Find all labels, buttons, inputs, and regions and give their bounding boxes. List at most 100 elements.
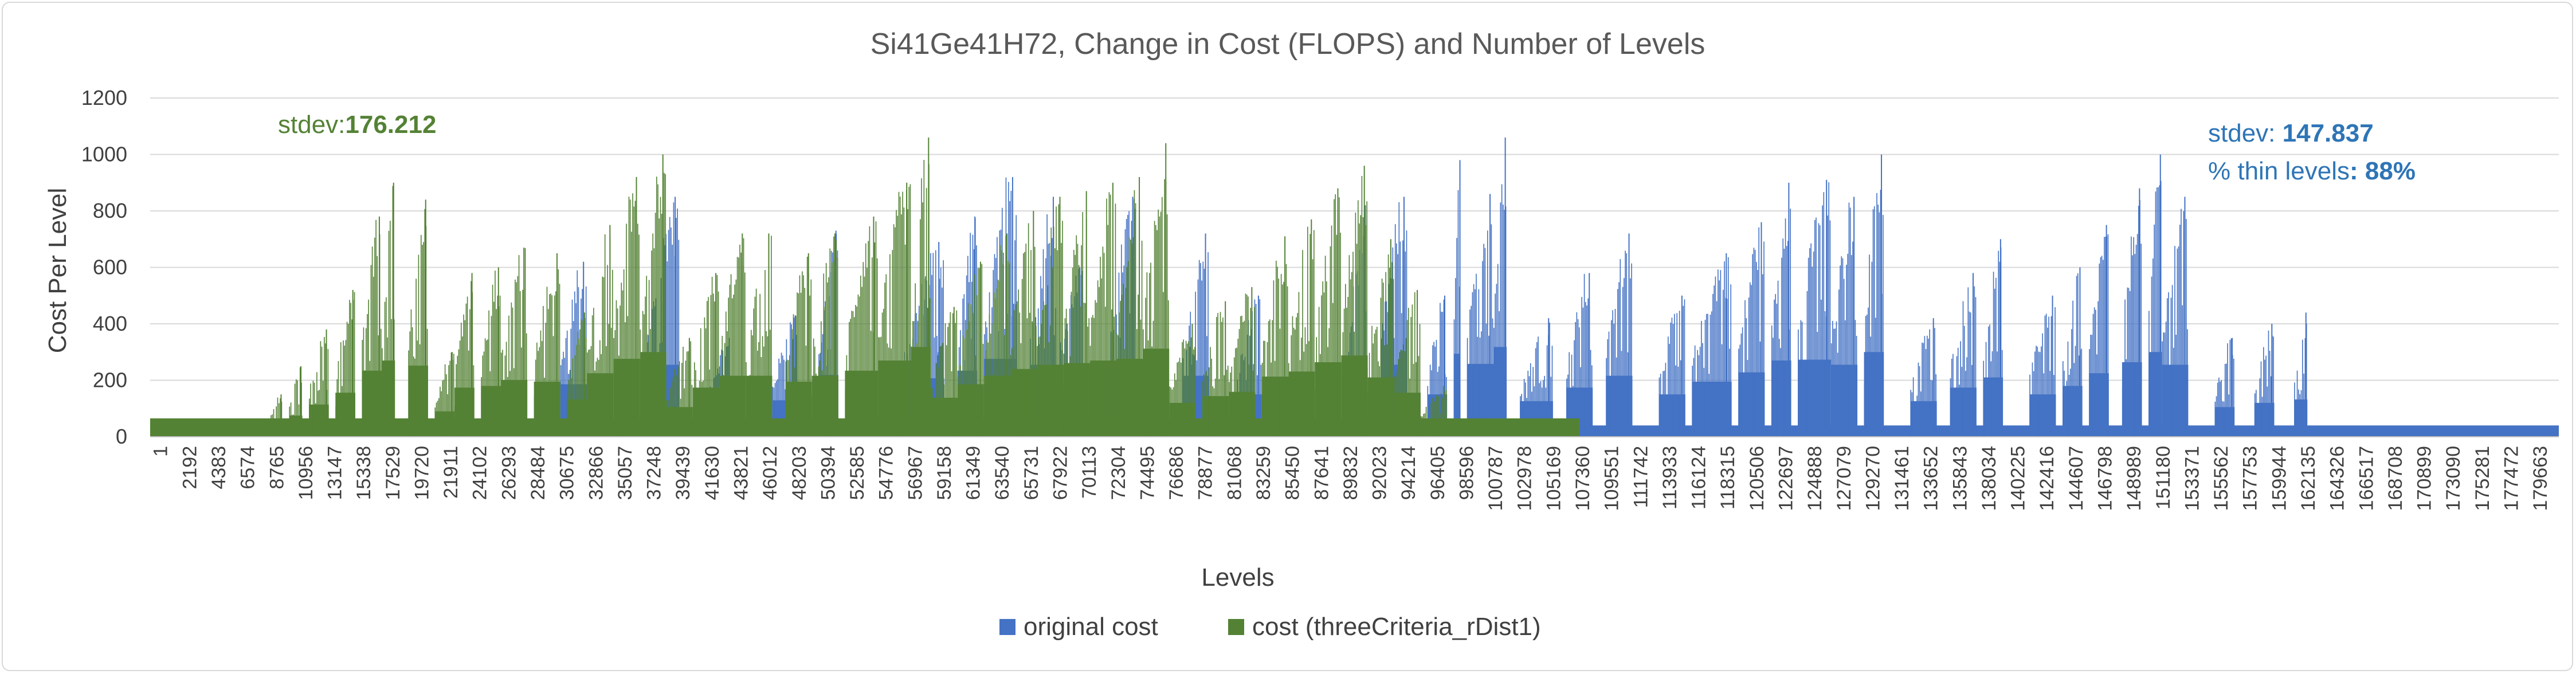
bar xyxy=(1427,386,1429,437)
y-tick-label: 0 xyxy=(116,425,127,448)
bar xyxy=(1837,352,1838,437)
bar-peak xyxy=(1489,194,1491,437)
bar xyxy=(1208,367,1210,437)
bar xyxy=(657,184,658,437)
bar xyxy=(1434,401,1436,437)
bar xyxy=(1320,354,1321,437)
bar xyxy=(1184,348,1186,437)
x-tick-label: 148989 xyxy=(2123,446,2145,511)
bar xyxy=(1169,386,1170,437)
bar xyxy=(670,387,671,437)
bar xyxy=(790,389,791,437)
bar xyxy=(544,377,545,437)
bar xyxy=(1535,348,1536,437)
bar xyxy=(2168,292,2169,437)
bar xyxy=(828,277,829,437)
bar-peak xyxy=(636,177,637,437)
bar xyxy=(1828,182,1830,437)
bar xyxy=(1581,297,1582,437)
bar xyxy=(878,337,879,437)
bar xyxy=(1620,259,1621,437)
bar xyxy=(774,383,776,437)
bar xyxy=(1392,247,1394,437)
bar xyxy=(1702,343,1703,437)
bar xyxy=(1540,381,1542,437)
bar xyxy=(1574,340,1575,437)
bar xyxy=(809,295,810,437)
bar-peak xyxy=(280,394,282,437)
bar xyxy=(1674,314,1675,437)
bar xyxy=(2128,288,2130,437)
bar xyxy=(1399,241,1401,437)
bar xyxy=(512,307,513,437)
bar-peak xyxy=(1443,386,1445,437)
bar xyxy=(899,196,901,437)
bar-peak xyxy=(583,312,585,437)
bar xyxy=(568,379,570,437)
bar xyxy=(384,301,386,437)
bar xyxy=(294,383,296,437)
bar xyxy=(1664,370,1665,437)
bar xyxy=(1810,243,1812,437)
bar xyxy=(1965,371,1966,437)
bar xyxy=(1167,300,1169,437)
bar xyxy=(1442,312,1444,437)
bar xyxy=(1158,209,1159,437)
bar xyxy=(1259,299,1261,437)
bar xyxy=(1910,390,1912,437)
bar xyxy=(2221,380,2222,437)
bar xyxy=(936,363,937,437)
bar-peak xyxy=(979,261,981,437)
bar xyxy=(680,398,681,437)
bar xyxy=(1830,343,1832,437)
bar xyxy=(1296,317,1297,437)
bar xyxy=(1186,350,1187,437)
bar xyxy=(1394,224,1396,437)
bar xyxy=(1753,248,1755,437)
bar xyxy=(2037,347,2038,437)
bar xyxy=(1352,252,1354,437)
bar xyxy=(1155,225,1156,437)
bar xyxy=(1762,274,1763,437)
bar xyxy=(1406,320,1408,437)
bar xyxy=(1989,324,1990,437)
bar xyxy=(2263,347,2264,437)
bar xyxy=(1711,311,1712,437)
bar xyxy=(810,279,812,437)
x-tick-label: 133652 xyxy=(1920,446,1942,511)
bar xyxy=(1546,345,1548,437)
bar xyxy=(1231,366,1233,437)
x-tick-label: 10956 xyxy=(295,446,317,500)
bar xyxy=(1988,326,1989,437)
bar xyxy=(880,336,882,437)
bar xyxy=(1013,346,1014,437)
green-stdev-value: 176.212 xyxy=(345,111,436,139)
bar xyxy=(2101,256,2103,437)
bar xyxy=(1396,243,1397,437)
bar xyxy=(1141,240,1143,437)
bar xyxy=(1336,234,1338,437)
bar xyxy=(1432,398,1433,437)
bar xyxy=(1423,413,1424,437)
bar xyxy=(1488,335,1489,437)
bar xyxy=(392,186,394,437)
bar xyxy=(524,248,526,437)
bar xyxy=(509,371,511,437)
bar xyxy=(767,336,769,437)
bar xyxy=(799,275,801,437)
bar xyxy=(1236,347,1237,437)
bar-peak xyxy=(378,216,380,437)
bar xyxy=(1160,211,1162,437)
bar xyxy=(1957,347,1959,437)
bar xyxy=(1483,244,1484,437)
bar xyxy=(1785,218,1786,437)
bar xyxy=(684,388,685,437)
bar xyxy=(367,314,368,437)
bar xyxy=(727,331,728,437)
bar xyxy=(656,177,657,437)
bar xyxy=(1379,366,1380,437)
bar xyxy=(1164,179,1165,437)
bar xyxy=(1428,420,1429,437)
bar xyxy=(813,338,814,437)
bar xyxy=(1504,209,1505,437)
